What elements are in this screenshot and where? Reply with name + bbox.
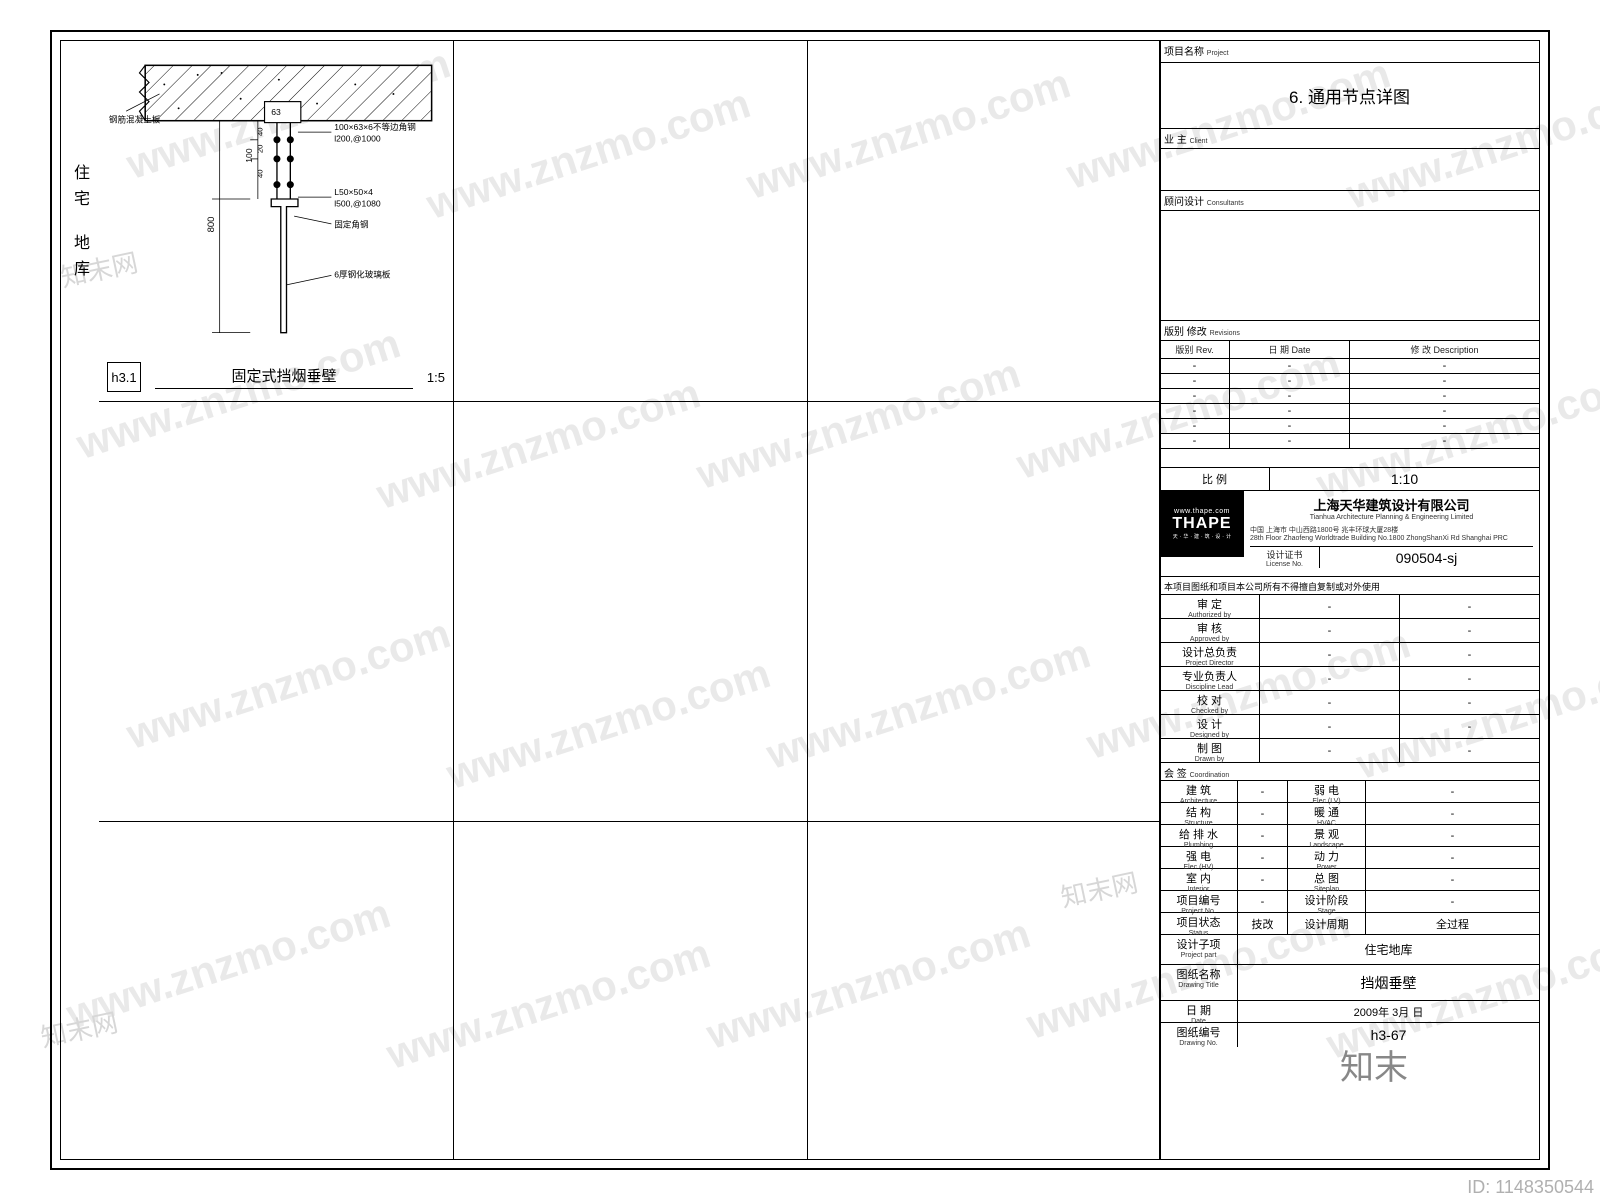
svg-text:40: 40 (256, 170, 265, 178)
consultants-hdr: 顾问设计 (1164, 197, 1204, 208)
svg-text:100: 100 (244, 148, 254, 163)
subproject-value: 住宅地库 (1238, 935, 1539, 964)
sheet-inner-border: 住宅 地库 (60, 40, 1540, 1160)
rev-col-1: 版别 Rev. (1160, 341, 1230, 358)
detail-caption-row: h3.1 固定式挡烟垂壁 1:5 (107, 359, 445, 395)
cert-no: 090504-sj (1320, 547, 1533, 568)
svg-text:20: 20 (256, 145, 265, 153)
svg-text:800: 800 (206, 217, 217, 233)
project-hdr-en: Project (1207, 50, 1229, 57)
project-hdr: 项目名称 (1164, 47, 1204, 58)
svg-text:L50×50×4: L50×50×4 (334, 187, 373, 197)
drawing-grid: 63 (99, 41, 1161, 1159)
scale-label: 比 例 (1160, 468, 1270, 490)
svg-text:固定角钢: 固定角钢 (334, 219, 368, 230)
grid-vline (807, 41, 808, 1159)
svg-text:40: 40 (256, 127, 265, 135)
coord-table: 建 筑Architecture-弱 电Elec.(LV)- 结 构Structu… (1160, 781, 1539, 891)
firm-addr1: 中国 上海市 中山西路1800号 兆丰环球大厦28楼 (1250, 525, 1533, 535)
grid-hline (99, 401, 1160, 402)
rev-hdr: 版别 修改 (1164, 327, 1207, 338)
grid-vline (453, 41, 454, 1159)
side-label: 住宅 地库 (71, 161, 93, 283)
svg-text:63: 63 (271, 107, 281, 117)
side-label-2: 地库 (71, 231, 93, 283)
svg-text:l200,@1000: l200,@1000 (334, 134, 381, 144)
svg-text:6厚钢化玻璃板: 6厚钢化玻璃板 (334, 268, 391, 279)
firm-name-cn: 上海天华建筑设计有限公司 (1250, 495, 1533, 514)
client-hdr: 业 主 (1164, 135, 1187, 146)
detail-title: 固定式挡烟垂壁 (155, 365, 413, 389)
drawing-name: 挡烟垂壁 (1238, 965, 1539, 1000)
copyright-note: 本项目图纸和项目本公司所有不得擅自复制或对外使用 (1160, 577, 1539, 595)
firm-addr2: 28th Floor Zhaofeng Worldtrade Building … (1250, 535, 1533, 542)
smoke-barrier-detail-svg: 63 (107, 49, 445, 349)
firm-logo: www.thape.com THAPE 天 · 华 · 建 · 筑 · 设 · … (1160, 491, 1244, 557)
detail-cell: 63 (99, 41, 453, 401)
detail-scale: 1:5 (427, 370, 445, 385)
firm-name-en: Tianhua Architecture Planning & Engineer… (1250, 514, 1533, 521)
detail-tag: h3.1 (107, 362, 141, 392)
side-label-1: 住宅 (71, 161, 93, 213)
rev-col-3: 修 改 Description (1350, 341, 1539, 358)
rev-col-2: 日 期 Date (1230, 341, 1350, 358)
footer-id: ID: 1148350544 (1467, 1177, 1594, 1198)
svg-text:100×63×6不等边角钢: 100×63×6不等边角钢 (334, 121, 416, 132)
scale-value: 1:10 (1270, 468, 1539, 490)
title-block: 项目名称 Project 6. 通用节点详图 业 主 Client 顾问设计 C… (1159, 41, 1539, 1159)
svg-text:l500,@1080: l500,@1080 (334, 199, 381, 209)
sheet-group-title: 6. 通用节点详图 (1160, 63, 1539, 129)
grid-hline (99, 821, 1160, 822)
svg-text:钢筋混凝土板: 钢筋混凝土板 (109, 114, 161, 125)
roles-table: 审 定Authorized by-- 审 核Approved by-- 设计总负… (1160, 595, 1539, 763)
date-value: 2009年 3月 日 (1238, 1001, 1539, 1022)
drawing-number: h3-67 (1238, 1023, 1539, 1047)
sheet-outer-border: 住宅 地库 (50, 30, 1550, 1170)
